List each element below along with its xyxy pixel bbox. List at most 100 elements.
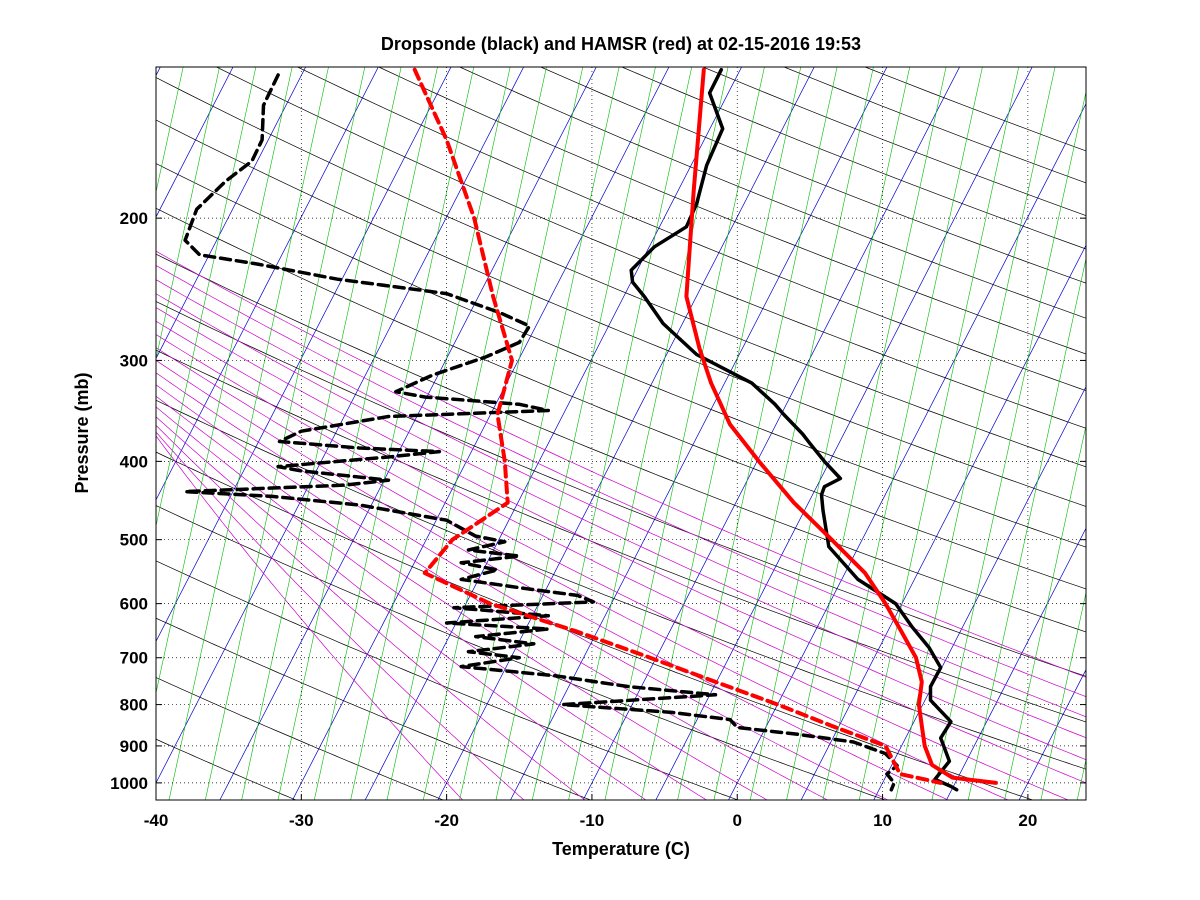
series-line-2 xyxy=(684,67,998,785)
mixing-ratio-line-25 xyxy=(786,67,947,800)
y-tick-label-7: 900 xyxy=(120,737,148,756)
isotherm-line-15 xyxy=(364,67,742,800)
isotherm-line-23 xyxy=(946,527,1086,800)
series-group xyxy=(183,67,998,792)
y-tick-label-6: 800 xyxy=(120,696,148,715)
y-tick-label-4: 600 xyxy=(120,595,148,614)
y-tick-label-0: 200 xyxy=(120,209,148,228)
mixing-ratio-line-29 xyxy=(931,90,1086,800)
mixing-ratio-line-20 xyxy=(604,67,765,800)
dry-adiabat-14 xyxy=(156,207,1086,590)
moist-adiabat-14 xyxy=(156,279,1086,718)
series-line-0 xyxy=(629,67,959,792)
isotherm-line-12 xyxy=(156,67,525,784)
mixing-ratio-line-13 xyxy=(350,67,511,800)
mixing-ratio-line-23 xyxy=(713,67,874,800)
moist-adiabat-1 xyxy=(156,431,525,800)
y-tick-label-1: 300 xyxy=(120,351,148,370)
dry-adiabat-11 xyxy=(156,349,1086,723)
x-tick-label-6: 20 xyxy=(1018,811,1037,830)
grid-group xyxy=(156,67,1086,800)
dry-adiabat-20 xyxy=(377,67,1086,355)
x-tick-label-5: 10 xyxy=(873,811,892,830)
moist-adiabat-12 xyxy=(156,307,1086,761)
moist-adiabat-9 xyxy=(156,347,1009,800)
mixing-ratio-line-27 xyxy=(858,67,1020,800)
y-tick-label-5: 700 xyxy=(120,649,148,668)
isotherm-line-16 xyxy=(437,67,815,800)
dry-adiabat-10 xyxy=(156,399,1086,770)
y-tick-label-3: 500 xyxy=(120,531,148,550)
mixing-ratio-line-5 xyxy=(156,67,220,361)
moist-adiabat-16 xyxy=(156,250,1086,678)
dry-adiabat-16 xyxy=(156,119,1086,507)
moist-adiabat-2 xyxy=(156,424,586,800)
dry-adiabat-5 xyxy=(156,677,444,800)
series-line-1 xyxy=(183,73,899,792)
moist-adiabat-7 xyxy=(156,372,888,800)
dry-adiabat-18 xyxy=(215,67,1086,429)
dry-adiabat-15 xyxy=(156,163,1086,548)
chart-title: Dropsonde (black) and HAMSR (red) at 02-… xyxy=(381,34,861,54)
dry-adiabat-17 xyxy=(156,77,1086,468)
mixing-ratio-line-15 xyxy=(423,67,584,800)
mixing-ratio-line-6 xyxy=(156,67,257,528)
y-axis-label: Pressure (mb) xyxy=(72,372,92,493)
mixing-ratio-line-7 xyxy=(156,67,293,695)
moist-adiabat-0 xyxy=(156,435,463,800)
moist-adiabat-11 xyxy=(156,320,1086,784)
y-tick-label-8: 1000 xyxy=(110,774,148,793)
mixing-ratio-line-10 xyxy=(241,67,402,800)
mixing-ratio-line-16 xyxy=(459,67,620,800)
x-tick-label-4: 0 xyxy=(733,811,742,830)
isotherm-line-14 xyxy=(292,67,670,800)
mixing-ratio-line-14 xyxy=(386,67,547,800)
isotherm-line-18 xyxy=(582,67,960,800)
isotherm-line-8 xyxy=(156,67,234,218)
mixing-ratio-line-28 xyxy=(895,67,1056,800)
mixing-ratio-line-26 xyxy=(822,67,983,800)
mixing-ratio-line-9 xyxy=(205,67,366,800)
mixing-ratio-line-4 xyxy=(156,67,184,194)
mixing-ratio-line-8 xyxy=(168,67,329,800)
dry-adiabat-4 xyxy=(156,738,296,800)
dry-adiabat-9 xyxy=(156,451,1033,800)
isotherm-line-20 xyxy=(728,102,1086,800)
background-line-group xyxy=(156,67,1086,800)
plot-frame xyxy=(155,66,1087,801)
moist-adiabat-4 xyxy=(156,406,707,800)
dry-adiabat-8 xyxy=(156,505,886,800)
x-tick-label-2: -20 xyxy=(434,811,459,830)
dry-adiabat-13 xyxy=(156,253,1086,633)
x-axis-label: Temperature (C) xyxy=(552,839,690,859)
y-tick-label-2: 400 xyxy=(120,452,148,471)
mixing-ratio-line-31 xyxy=(1004,424,1086,800)
mixing-ratio-line-11 xyxy=(277,67,438,800)
moist-adiabat-8 xyxy=(156,359,949,800)
isotherm-line-9 xyxy=(156,67,307,360)
mixing-ratio-line-18 xyxy=(531,67,693,800)
mixing-ratio-line-22 xyxy=(677,67,838,800)
plot-background xyxy=(156,67,1086,800)
dry-adiabat-6 xyxy=(156,617,591,800)
dry-adiabat-12 xyxy=(156,301,1086,677)
isotherm-line-24 xyxy=(1018,668,1086,800)
x-tick-label-1: -30 xyxy=(289,811,314,830)
moist-adiabat-3 xyxy=(156,416,647,800)
isotherm-line-19 xyxy=(655,67,1033,800)
x-tick-label-3: -10 xyxy=(580,811,605,830)
isotherm-line-17 xyxy=(510,67,888,800)
mixing-ratio-line-32 xyxy=(1040,591,1086,800)
mixing-ratio-line-24 xyxy=(749,67,911,800)
x-tick-label-0: -40 xyxy=(144,811,169,830)
series-line-3 xyxy=(412,67,943,785)
mixing-ratio-line-21 xyxy=(640,67,802,800)
moist-adiabat-13 xyxy=(156,293,1086,739)
mixing-ratio-line-12 xyxy=(314,67,475,800)
moist-adiabat-15 xyxy=(156,265,1086,698)
dry-adiabat-7 xyxy=(156,560,738,800)
moist-adiabat-10 xyxy=(156,334,1069,800)
isotherm-line-10 xyxy=(156,67,379,501)
